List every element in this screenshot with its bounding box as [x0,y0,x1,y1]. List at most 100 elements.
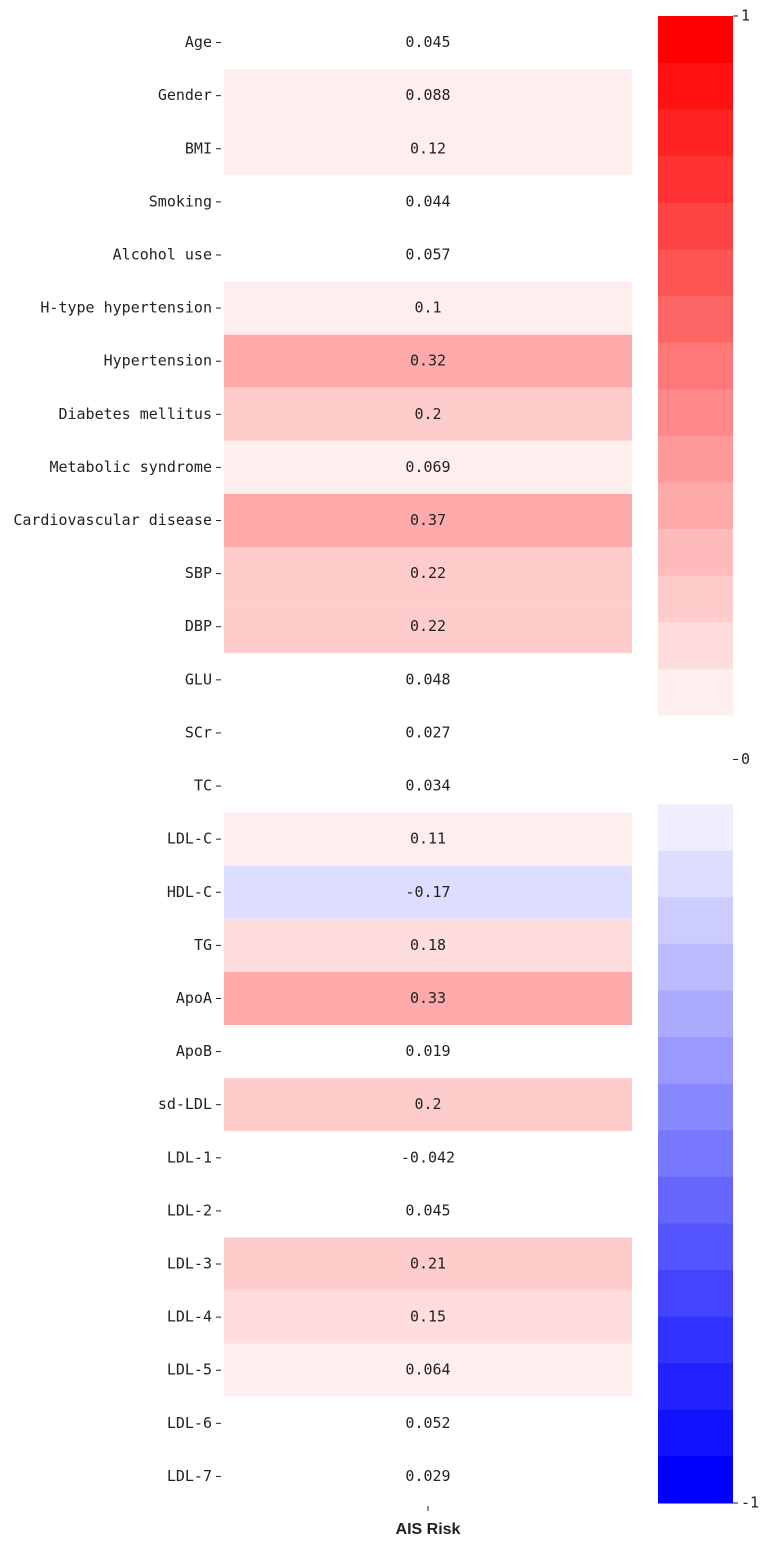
cell-label: 0.029 [405,1467,450,1485]
y-tick-label: LDL-4 [167,1308,212,1326]
colorbar-tick-label: 0 [741,750,750,768]
colorbar-segment [658,295,733,343]
cell-label: -0.042 [401,1148,455,1166]
colorbar-segment [658,62,733,110]
heatmap-cell [224,1343,632,1397]
y-tick-label: Hypertension [104,352,212,370]
cell-label: 0.045 [405,1201,450,1219]
colorbar-segment [658,481,733,530]
cell-label: 0.2 [414,405,441,423]
y-tick-label: LDL-1 [167,1148,212,1166]
heatmap-cell [224,918,632,972]
cell-label: 0.069 [405,458,450,476]
colorbar-segment [658,435,733,483]
colorbar-segment [658,897,733,945]
heatmap-cell [224,971,632,1026]
y-tick-label: LDL-6 [167,1414,212,1432]
colorbar-segment [658,621,733,669]
heatmap-cell [224,600,632,654]
cell-label: 0.027 [405,723,450,741]
colorbar-segment [658,1270,733,1318]
cell-label: 0.045 [405,33,450,51]
colorbar-segment [658,342,733,390]
cell-label: 0.064 [405,1361,450,1379]
heatmap-cell [224,122,632,176]
heatmap-cell [224,1396,632,1450]
colorbar-tick-label: 1 [741,7,750,25]
y-tick-label: LDL-2 [167,1201,212,1219]
y-tick-label: TC [194,777,212,795]
y-tick-label: sd-LDL [158,1095,212,1113]
colorbar-segment [658,804,733,852]
heatmap-cell [224,1131,632,1185]
y-tick-label: LDL-5 [167,1361,212,1379]
heatmap-cell [224,440,632,494]
colorbar-segment [658,1130,733,1178]
cell-label: 0.057 [405,245,450,263]
cell-label: 0.12 [410,139,446,157]
heatmap-cell [224,334,632,388]
colorbar-segment [658,990,733,1038]
cell-label: -0.17 [405,883,450,901]
colorbar-segment [658,1363,733,1411]
y-tick-label: LDL-7 [167,1467,212,1485]
cell-label: 0.048 [405,670,450,688]
y-tick-label: HDL-C [167,883,212,901]
heatmap-cell [224,865,632,919]
colorbar-segment [658,1176,733,1224]
cell-label: 0.2 [414,1095,441,1113]
y-tick-label: LDL-C [167,830,212,848]
colorbar-segment [658,109,733,157]
cell-label: 0.034 [405,777,450,795]
colorbar-segment [658,1223,733,1271]
colorbar-segment [658,850,733,898]
colorbar-segment [658,528,733,576]
heatmap-cell [224,1078,632,1132]
colorbar-tick-label: -1 [741,1494,759,1512]
cell-label: 0.21 [410,1255,446,1273]
colorbar-segment [658,248,733,297]
colorbar-segment [658,1456,733,1504]
cell-label: 0.019 [405,1042,450,1060]
heatmap-cell [224,387,632,441]
heatmap-cell [224,175,632,229]
colorbar-segment [658,16,733,64]
colorbar-segment [658,202,733,250]
cell-label: 0.32 [410,352,446,370]
y-tick-label: Gender [158,86,212,104]
y-tick-label: BMI [185,139,212,157]
colorbar-segment [658,1037,733,1085]
heatmap-cell [224,759,632,813]
cell-label: 0.044 [405,192,450,210]
y-tick-label: Alcohol use [113,245,212,263]
heatmap-cell [224,1237,632,1291]
x-tick-label: AIS Risk [396,1521,461,1538]
cell-label: 0.22 [410,617,446,635]
heatmap-cell [224,812,632,866]
colorbar-segment [658,388,733,436]
y-tick-label: H-type hypertension [40,299,212,317]
heatmap-cell [224,1290,632,1344]
cell-label: 0.37 [410,511,446,529]
y-tick-label: ApoA [176,989,212,1007]
y-tick-label: GLU [185,670,212,688]
heatmap-cell [224,493,632,548]
y-tick-label: DBP [185,617,212,635]
heatmap-cell [224,1184,632,1238]
cell-label: 0.33 [410,989,446,1007]
heatmap-cell [224,1025,632,1079]
cell-label: 0.11 [410,830,446,848]
y-tick-label: Diabetes mellitus [58,405,212,423]
colorbar-segment [658,155,733,203]
colorbar-segment [658,1316,733,1364]
heatmap-cell [224,281,632,335]
colorbar-segment [658,1083,733,1131]
heatmap-cell [224,69,632,123]
y-tick-label: Cardiovascular disease [13,511,212,529]
cell-label: 0.088 [405,86,450,104]
y-tick-label: LDL-3 [167,1255,212,1273]
cell-label: 0.15 [410,1308,446,1326]
heatmap-cell [224,547,632,601]
colorbar-segment [658,1409,733,1457]
